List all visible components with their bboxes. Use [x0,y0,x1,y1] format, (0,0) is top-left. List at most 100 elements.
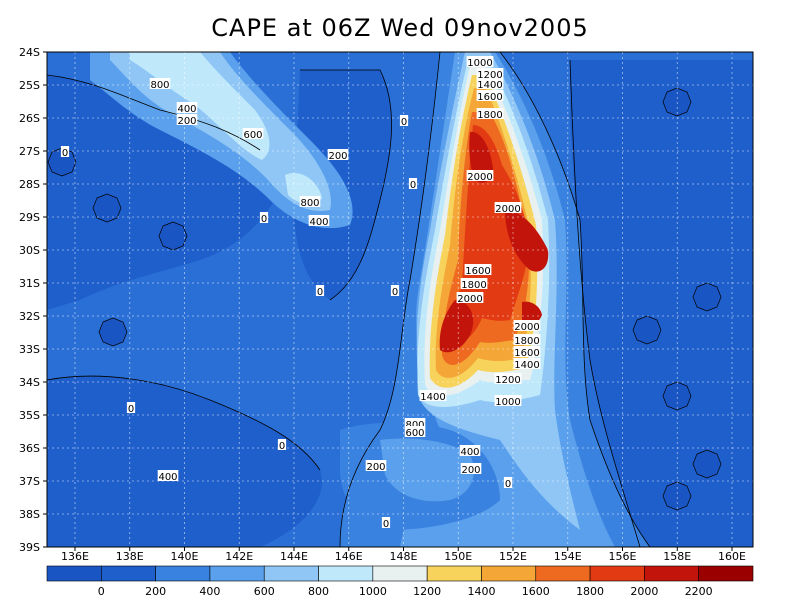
colorbar-swatch [46,565,102,582]
colorbar-swatch [481,565,537,582]
contour-label: 600 [243,130,262,141]
chart-title: CAPE at 06Z Wed 09nov2005 [211,14,589,42]
contour-label-bg [476,68,504,79]
lon-tick-label: 142E [225,550,253,563]
contour-label-bg [176,102,198,113]
colorbar-swatch [535,565,591,582]
colorbar-swatch [263,565,319,582]
contour-label: 200 [328,151,347,162]
contour-label: 1400 [420,392,445,403]
colorbar-swatch [698,565,754,582]
lat-tick-label: 30S [19,244,40,257]
lat-tick-label: 33S [19,343,40,356]
contour-label: 2000 [457,294,482,305]
colorbar-label: 1600 [522,585,550,598]
contour-label-bg [476,90,504,101]
contour-label-bg [399,115,409,126]
colorbar-label: 1000 [359,585,387,598]
colorbar-label: 2000 [630,585,658,598]
contour-label: 2000 [467,172,492,183]
colorbar-label: 600 [254,585,275,598]
lon-tick-label: 156E [609,550,637,563]
contour-label-bg [259,212,269,223]
contour-label: 600 [405,428,424,439]
lat-tick-label: 32S [19,310,40,323]
colorbar-swatch [318,565,374,582]
contour-label: 400 [177,104,196,115]
contour-label: 200 [177,116,196,127]
map-plot: 1000120014001600180020002000160018002000… [46,51,754,548]
colorbar-label: 2200 [685,585,713,598]
contour-label-bg [277,439,287,450]
contour-label-bg [390,285,400,296]
lon-tick-label: 138E [116,550,144,563]
colorbar-swatch [372,565,428,582]
contour-label-bg [308,215,330,226]
contour-label-bg [466,56,494,67]
contour-label-bg [419,390,447,401]
contour-label: 800 [405,420,424,431]
lon-tick-label: 140E [171,550,199,563]
colorbar-swatch [644,565,699,582]
contour-label: 1600 [477,92,502,103]
lat-tick-label: 37S [19,475,40,488]
contour-label-bg [149,78,171,89]
map-frame [46,51,754,548]
lon-tick-label: 136E [61,550,89,563]
lon-tick-label: 144E [280,550,308,563]
contour-label-bg [466,170,494,181]
contour-label-bg [157,470,179,481]
contour-label: 2000 [514,322,539,333]
lat-tick-label: 28S [19,178,40,191]
contour-label-bg [513,346,541,357]
contour-label: 1200 [477,70,502,81]
contour-label-bg [381,517,391,528]
lat-tick-label: 24S [19,46,40,59]
contour-label-layer: 1000120014001600180020002000160018002000… [60,56,541,530]
lat-tick-label: 26S [19,112,40,125]
contour-label-bg [513,334,541,345]
contour-label-bg [242,128,264,139]
contour-label-bg [494,373,522,384]
contour-label: 0 [261,214,267,225]
colorbar-swatch [426,565,482,582]
contour-label-bg [503,477,513,488]
contour-label: 0 [62,148,68,159]
contour-label-bg [494,202,522,213]
contour-label-bg [408,178,418,189]
cape-low-patches [47,60,753,547]
lon-tick-label: 148E [390,550,418,563]
contour-label: 0 [410,180,416,191]
lon-tick-label: 150E [444,550,472,563]
colorbar-label: 1800 [576,585,604,598]
colorbar-label: 0 [98,585,105,598]
lon-tick-label: 160E [718,550,746,563]
contour-label: 1800 [477,110,502,121]
contour-label: 1800 [514,336,539,347]
contour-label: 2000 [495,204,520,215]
contour-label: 1600 [514,348,539,359]
lon-tick-label: 154E [554,550,582,563]
lon-tick-label: 158E [663,550,691,563]
contour-label: 1400 [514,360,539,371]
contour-label: 400 [460,447,479,458]
contour-label: 1200 [495,375,520,386]
contour-label: 1000 [467,58,492,69]
colorbar-swatch [101,565,156,582]
lat-tick-label: 36S [19,442,40,455]
lon-tick-label: 146E [335,550,363,563]
contour-label-bg [494,395,522,406]
colorbar-swatch [589,565,645,582]
colorbar-swatch [209,565,265,582]
contour-label-bg [460,278,488,289]
contour-label: 0 [392,287,398,298]
contour-label: 0 [279,441,285,452]
contour-label-bg [460,463,482,474]
contour-label-bg [459,445,481,456]
contour-label-bg [126,402,136,413]
contour-label: 200 [366,462,385,473]
contour-label-bg [315,285,325,296]
contour-label-bg [404,426,426,437]
contour-label: 1600 [465,266,490,277]
colorbar-label: 200 [145,585,166,598]
